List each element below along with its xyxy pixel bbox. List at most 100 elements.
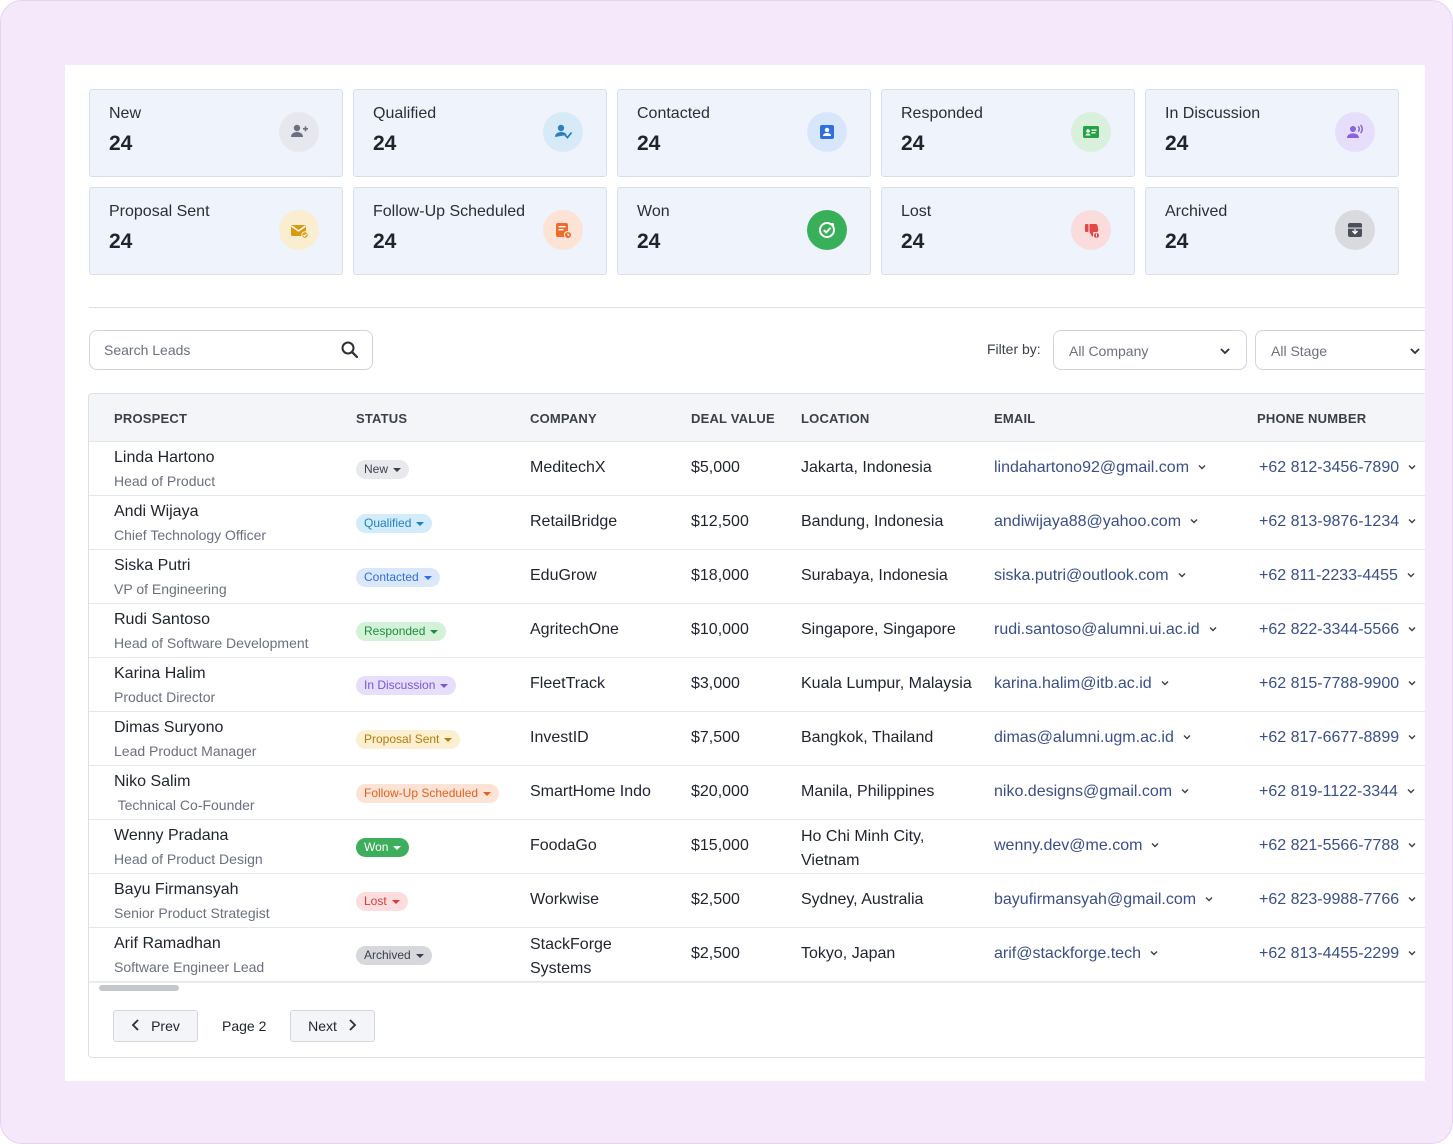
stage-filter-select[interactable]: All Stage [1255, 330, 1425, 370]
chevron-down-icon[interactable] [1407, 675, 1417, 693]
status-badge[interactable]: In Discussion [356, 676, 457, 695]
email-link[interactable]: bayufirmansyah@gmail.com [994, 891, 1214, 909]
column-header-deal-value[interactable]: DEAL VALUE [691, 411, 775, 426]
phone-link[interactable]: +62 815-7788-9900 [1259, 675, 1417, 693]
chevron-down-icon[interactable] [1407, 459, 1417, 477]
chevron-down-icon[interactable] [1407, 621, 1417, 639]
chevron-down-icon[interactable] [1407, 837, 1417, 855]
status-badge[interactable]: Proposal Sent [356, 730, 461, 749]
chevron-down-icon[interactable] [1189, 513, 1199, 531]
status-badge[interactable]: Contacted [356, 568, 440, 587]
prospect-name[interactable]: Linda Hartono [114, 449, 215, 466]
column-header-email[interactable]: EMAIL [994, 411, 1036, 426]
table-row[interactable]: Siska Putri VP of Engineering Contacted Edu… [89, 550, 1425, 604]
stat-card-new[interactable]: New 24 [89, 89, 343, 177]
chevron-down-icon[interactable] [1406, 783, 1416, 801]
chevron-down-icon[interactable] [1407, 729, 1417, 747]
chevron-down-icon[interactable] [1407, 945, 1417, 963]
column-header-location[interactable]: LOCATION [801, 411, 870, 426]
table-row[interactable]: Rudi Santoso Head of Software Development… [89, 604, 1425, 658]
table-row[interactable]: Linda Hartono Head of Product New MeditechX… [89, 442, 1425, 496]
prospect-name[interactable]: Wenny Pradana [114, 827, 229, 844]
table-row[interactable]: Andi Wijaya Chief Technology Officer Quali… [89, 496, 1425, 550]
column-header-prospect[interactable]: PROSPECT [114, 411, 188, 426]
stat-card-won[interactable]: Won 24 [617, 187, 871, 275]
stat-card-follow-up-scheduled[interactable]: Follow-Up Scheduled 24 [353, 187, 607, 275]
email-link[interactable]: siska.putri@outlook.com [994, 567, 1187, 585]
chevron-down-icon[interactable] [1406, 567, 1416, 585]
prospect-name[interactable]: Dimas Suryono [114, 719, 224, 736]
next-button[interactable]: Next [290, 1010, 375, 1042]
phone-link[interactable]: +62 811-2233-4455 [1259, 567, 1416, 585]
stat-card-responded[interactable]: Responded 24 [881, 89, 1135, 177]
phone-link[interactable]: +62 822-3344-5566 [1259, 621, 1417, 639]
chevron-down-icon[interactable] [1150, 837, 1160, 855]
prospect-title: Chief Technology Officer [114, 527, 267, 543]
scrollbar-thumb[interactable] [99, 985, 179, 991]
status-badge[interactable]: Won [356, 838, 410, 857]
table-row[interactable]: Niko Salim Technical Co-Founder Follow-Up… [89, 766, 1425, 820]
email-link[interactable]: andiwijaya88@yahoo.com [994, 513, 1199, 531]
search-input[interactable] [104, 340, 324, 360]
column-header-status[interactable]: STATUS [356, 411, 408, 426]
stat-card-archived[interactable]: Archived 24 [1145, 187, 1399, 275]
status-badge[interactable]: Archived [356, 946, 432, 965]
phone-link[interactable]: +62 813-9876-1234 [1259, 513, 1417, 531]
phone-link[interactable]: +62 819-1122-3344 [1259, 783, 1416, 801]
stat-card-proposal-sent[interactable]: Proposal Sent 24 [89, 187, 343, 275]
stat-card-qualified[interactable]: Qualified 24 [353, 89, 607, 177]
table-row[interactable]: Karina Halim Product Director In Discussio… [89, 658, 1425, 712]
table-row[interactable]: Bayu Firmansyah Senior Product Strategist… [89, 874, 1425, 928]
chevron-down-icon[interactable] [1149, 945, 1159, 963]
table-row[interactable]: Arif Ramadhan Software Engineer Lead Archi… [89, 928, 1425, 982]
chevron-down-icon[interactable] [1182, 729, 1192, 747]
email-link[interactable]: lindahartono92@gmail.com [994, 459, 1207, 477]
chevron-down-icon[interactable] [1204, 891, 1214, 909]
prev-button[interactable]: Prev [113, 1010, 198, 1042]
status-badge[interactable]: Lost [356, 892, 408, 911]
prospect-name[interactable]: Karina Halim [114, 665, 206, 682]
chevron-down-icon[interactable] [1180, 783, 1190, 801]
prospect-name[interactable]: Siska Putri [114, 557, 191, 574]
status-badge[interactable]: Responded [356, 622, 447, 641]
message-reply-icon [1071, 112, 1111, 152]
email-link[interactable]: karina.halim@itb.ac.id [994, 675, 1170, 693]
prospect-name[interactable]: Rudi Santoso [114, 611, 211, 628]
chevron-down-icon[interactable] [1208, 621, 1218, 639]
prospect-name[interactable]: Andi Wijaya [114, 503, 199, 520]
phone-link[interactable]: +62 821-5566-7788 [1259, 837, 1417, 855]
location: Ho Chi Minh City, Vietnam [801, 828, 925, 869]
email-link[interactable]: wenny.dev@me.com [994, 837, 1160, 855]
status-badge[interactable]: Qualified [356, 514, 433, 533]
phone-link[interactable]: +62 823-9988-7766 [1259, 891, 1417, 909]
table-row[interactable]: Wenny Pradana Head of Product Design Won Fo… [89, 820, 1425, 874]
email-link[interactable]: niko.designs@gmail.com [994, 783, 1190, 801]
chevron-down-icon[interactable] [1407, 513, 1417, 531]
phone-link[interactable]: +62 812-3456-7890 [1259, 459, 1417, 477]
stat-card-in-discussion[interactable]: In Discussion 24 [1145, 89, 1399, 177]
stat-card-lost[interactable]: Lost 24 [881, 187, 1135, 275]
prospect-name[interactable]: Niko Salim [114, 773, 191, 790]
column-header-phone[interactable]: PHONE NUMBER [1257, 411, 1367, 426]
search-box[interactable] [89, 330, 373, 370]
status-badge[interactable]: Follow-Up Scheduled [356, 784, 500, 803]
horizontal-scrollbar[interactable] [89, 982, 1425, 992]
email-link[interactable]: arif@stackforge.tech [994, 945, 1159, 963]
prospect-name[interactable]: Arif Ramadhan [114, 935, 221, 952]
chevron-down-icon[interactable] [1160, 675, 1170, 693]
phone-link[interactable]: +62 817-6677-8899 [1259, 729, 1417, 747]
status-badge[interactable]: New [356, 460, 410, 479]
stat-card-contacted[interactable]: Contacted 24 [617, 89, 871, 177]
chevron-down-icon[interactable] [1407, 891, 1417, 909]
chevron-down-icon[interactable] [1197, 459, 1207, 477]
search-icon[interactable] [340, 340, 360, 365]
email-link[interactable]: dimas@alumni.ugm.ac.id [994, 729, 1192, 747]
table-row[interactable]: Dimas Suryono Lead Product Manager Proposa… [89, 712, 1425, 766]
phone-text: +62 819-1122-3344 [1259, 783, 1398, 801]
column-header-company[interactable]: COMPANY [530, 411, 597, 426]
email-link[interactable]: rudi.santoso@alumni.ui.ac.id [994, 621, 1218, 639]
phone-link[interactable]: +62 813-4455-2299 [1259, 945, 1417, 963]
company-filter-select[interactable]: All Company [1053, 330, 1247, 370]
prospect-name[interactable]: Bayu Firmansyah [114, 881, 239, 898]
chevron-down-icon[interactable] [1177, 567, 1187, 585]
